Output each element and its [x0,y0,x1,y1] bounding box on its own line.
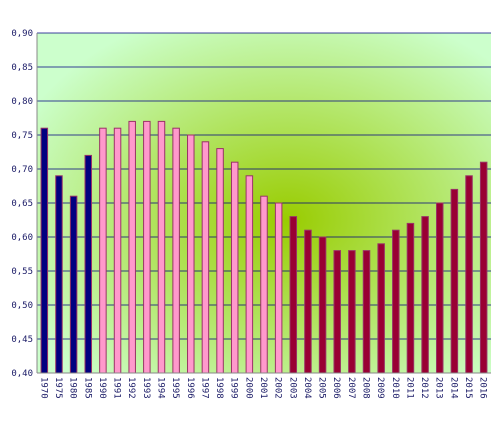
bar-2009 [377,243,385,374]
x-tick-label: 1985 [82,377,92,399]
y-tick-label: 0,55 [11,267,33,277]
bar-2012 [421,216,429,374]
x-tick-label: 1994 [155,377,165,399]
x-tick-label: 2004 [302,377,312,399]
x-tick-label: 1993 [141,377,151,399]
x-tick-label: 2010 [390,377,400,399]
x-tick-label: 1998 [214,377,224,399]
bar-2001 [260,195,268,374]
bar-1996 [187,134,195,374]
x-tick-label: 2001 [258,377,268,399]
x-tick-label: 2007 [346,377,356,399]
x-tick-label: 1975 [53,377,63,399]
x-tick-label: 1990 [97,377,107,399]
y-tick-label: 0,85 [11,63,33,73]
x-tick-labels: 1970 1975 1980 1985 1990 1991 1992 1993 1994 1995… [38,377,487,399]
bar-1970 [40,127,49,374]
x-tick-label: 2012 [419,377,429,399]
x-tick-label: 2006 [331,377,341,399]
bar-2007 [348,250,356,374]
bar-2011 [406,222,415,374]
x-tick-label: 1999 [229,377,239,399]
y-tick-label: 0,90 [11,29,33,39]
bar-1992 [128,120,136,374]
x-tick-label: 1995 [170,377,180,399]
y-tick-label: 0,40 [11,369,33,379]
bar-2014 [450,188,459,374]
bar-2003 [289,216,298,374]
bar-1991 [113,127,122,374]
y-tick-label: 0,70 [11,165,33,175]
bar-1995 [172,127,180,374]
bar-2000 [245,175,254,374]
y-tick-labels: 0,40 0,45 0,50 0,55 0,60 0,65 0,70 0,75 0,80 0,85… [11,29,33,379]
bar-2015 [465,175,473,374]
x-tick-label: 1980 [68,377,78,399]
bar-1999 [230,161,239,374]
x-tick-label: 2009 [375,377,385,399]
bar-1985 [84,154,93,374]
bar-1997 [201,141,210,374]
bar-2016 [479,161,488,374]
x-tick-label: 2002 [273,377,283,399]
x-tick-label: 2016 [478,377,488,399]
bar-1975 [55,175,63,374]
x-tick-label: 2013 [434,377,444,399]
x-tick-label: 2011 [404,377,414,399]
bar-1980 [69,195,78,374]
y-tick-label: 0,75 [11,131,33,141]
x-tick-label: 1992 [126,377,136,399]
y-tick-label: 0,80 [11,97,33,107]
bar-2004 [304,229,312,374]
bar-1990 [99,127,107,374]
x-tick-label: 1996 [185,377,195,399]
y-tick-label: 0,45 [11,335,33,345]
y-tick-label: 0,60 [11,233,33,243]
x-tick-label: 2015 [463,377,473,399]
x-tick-label: 1970 [38,377,48,399]
bar-2006 [333,250,341,374]
y-tick-label: 0,50 [11,301,33,311]
bar-1993 [143,120,151,374]
x-tick-label: 2000 [243,377,253,399]
bar-2013 [435,202,444,374]
x-tick-label: 2003 [287,377,297,399]
y-tick-label: 0,65 [11,199,33,209]
bar-2008 [362,250,371,374]
bar-2010 [392,229,400,374]
x-tick-label: 1991 [112,377,122,399]
bar-1998 [216,148,224,374]
x-tick-label: 1997 [199,377,209,399]
bar-1994 [157,120,166,374]
x-tick-label: 2014 [448,377,458,399]
x-tick-label: 2008 [361,377,371,399]
bar-2005 [318,236,327,374]
bar-2002 [274,202,283,374]
x-tick-label: 2005 [317,377,327,399]
axes [36,33,491,374]
